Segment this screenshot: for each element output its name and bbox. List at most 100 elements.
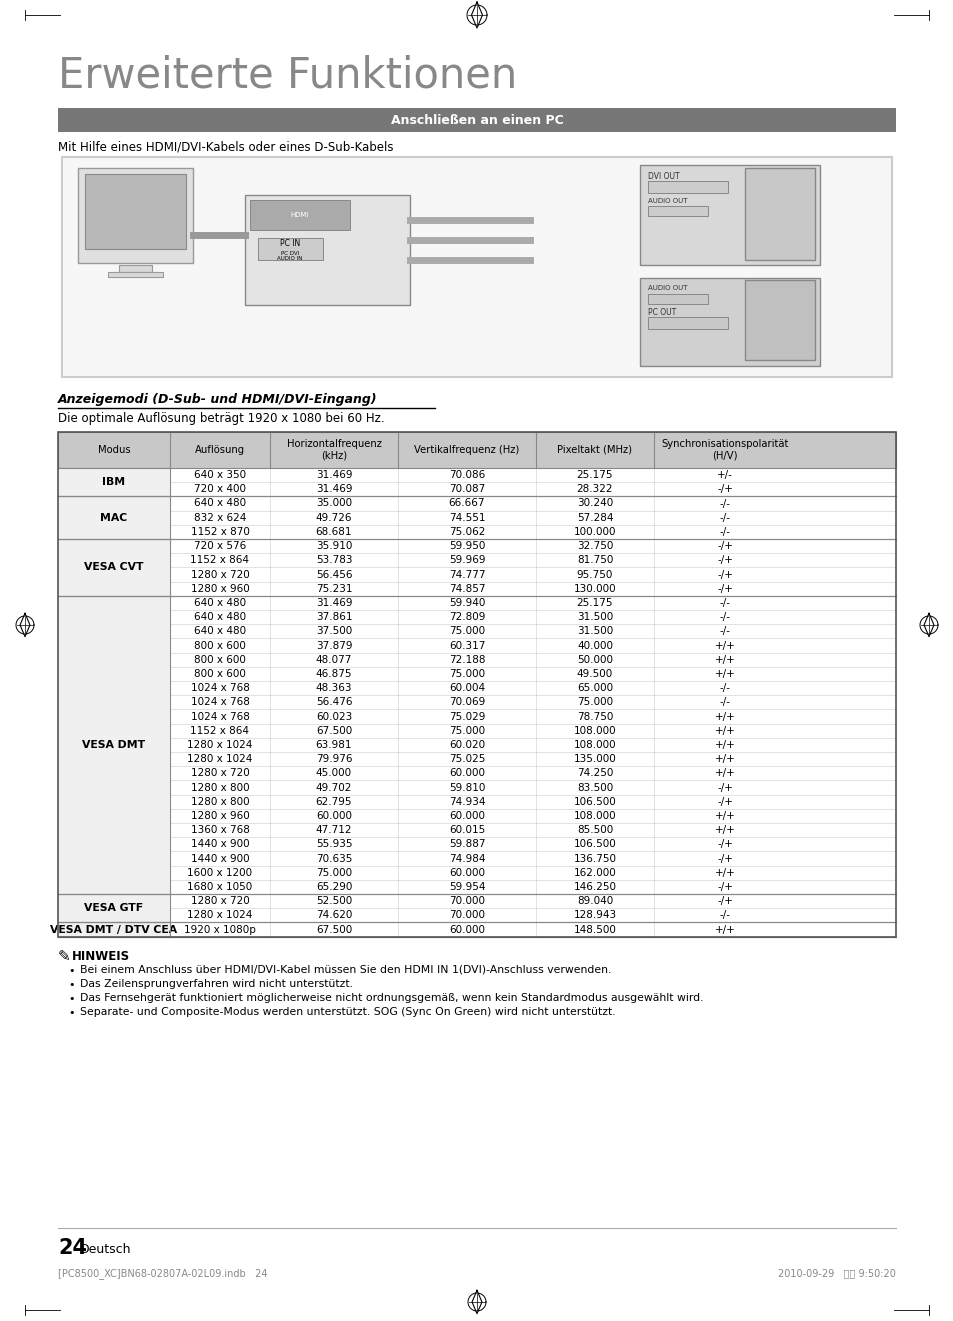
Text: 75.000: 75.000 bbox=[449, 668, 484, 679]
Text: PC IN: PC IN bbox=[279, 239, 300, 248]
Text: 60.020: 60.020 bbox=[449, 740, 484, 750]
Text: 85.500: 85.500 bbox=[577, 826, 613, 835]
Text: Bei einem Anschluss über HDMI/DVI-Kabel müssen Sie den HDMI IN 1(DVI)-Anschluss : Bei einem Anschluss über HDMI/DVI-Kabel … bbox=[80, 964, 611, 975]
Text: Anschließen an einen PC: Anschließen an einen PC bbox=[390, 114, 563, 127]
Text: 75.000: 75.000 bbox=[449, 725, 484, 736]
Text: 60.317: 60.317 bbox=[448, 641, 485, 650]
Text: 31.500: 31.500 bbox=[577, 612, 613, 622]
Text: 1280 x 1024: 1280 x 1024 bbox=[187, 754, 253, 764]
Text: -/-: -/- bbox=[719, 626, 730, 637]
Text: IBM: IBM bbox=[102, 477, 126, 487]
Text: 57.284: 57.284 bbox=[577, 513, 613, 523]
Text: 60.000: 60.000 bbox=[449, 769, 484, 778]
Text: 70.069: 70.069 bbox=[449, 697, 485, 707]
Text: -/+: -/+ bbox=[717, 569, 732, 580]
Text: Das Zeilensprungverfahren wird nicht unterstützt.: Das Zeilensprungverfahren wird nicht unt… bbox=[80, 979, 353, 988]
Text: 1152 x 864: 1152 x 864 bbox=[191, 725, 250, 736]
Text: 60.000: 60.000 bbox=[449, 811, 484, 820]
Text: 70.087: 70.087 bbox=[449, 485, 485, 494]
Text: 49.726: 49.726 bbox=[315, 513, 352, 523]
Bar bbox=[58, 695, 895, 709]
Bar bbox=[78, 168, 193, 263]
Text: 25.175: 25.175 bbox=[577, 470, 613, 480]
Text: Das Fernsehgerät funktioniert möglicherweise nicht ordnungsgemäß, wenn kein Stan: Das Fernsehgerät funktioniert möglicherw… bbox=[80, 992, 702, 1003]
Text: PC DVI
AUDIO IN: PC DVI AUDIO IN bbox=[277, 251, 302, 262]
Bar bbox=[58, 766, 895, 781]
Text: Erweiterte Funktionen: Erweiterte Funktionen bbox=[58, 55, 517, 96]
Text: 1440 x 900: 1440 x 900 bbox=[191, 839, 249, 849]
Bar bbox=[58, 638, 895, 653]
Text: 75.000: 75.000 bbox=[449, 626, 484, 637]
Text: AUDIO OUT: AUDIO OUT bbox=[647, 198, 687, 203]
Text: -/+: -/+ bbox=[717, 485, 732, 494]
Bar bbox=[639, 277, 820, 366]
Text: +/+: +/+ bbox=[714, 655, 735, 664]
Bar bbox=[58, 511, 895, 524]
Text: 31.469: 31.469 bbox=[315, 598, 352, 608]
Text: 60.023: 60.023 bbox=[315, 712, 352, 721]
Bar bbox=[58, 823, 895, 838]
Bar bbox=[58, 894, 170, 922]
Text: -/-: -/- bbox=[719, 513, 730, 523]
Bar bbox=[58, 553, 895, 568]
Text: 75.029: 75.029 bbox=[448, 712, 485, 721]
Bar bbox=[119, 266, 152, 272]
Text: 800 x 600: 800 x 600 bbox=[193, 655, 246, 664]
Bar bbox=[58, 610, 895, 625]
Bar bbox=[58, 497, 170, 539]
Text: 1280 x 720: 1280 x 720 bbox=[191, 896, 249, 906]
Bar bbox=[58, 808, 895, 823]
Text: 66.667: 66.667 bbox=[448, 498, 485, 509]
Bar bbox=[58, 596, 170, 894]
Text: 74.551: 74.551 bbox=[448, 513, 485, 523]
Text: 720 x 400: 720 x 400 bbox=[193, 485, 246, 494]
Text: 60.000: 60.000 bbox=[449, 868, 484, 877]
Text: 60.000: 60.000 bbox=[315, 811, 352, 820]
Text: -/+: -/+ bbox=[717, 584, 732, 593]
Text: -/-: -/- bbox=[719, 527, 730, 536]
Text: -/+: -/+ bbox=[717, 896, 732, 906]
Text: 31.500: 31.500 bbox=[577, 626, 613, 637]
Text: 45.000: 45.000 bbox=[315, 769, 352, 778]
Text: VESA DMT / DTV CEA: VESA DMT / DTV CEA bbox=[51, 925, 177, 934]
Text: 37.861: 37.861 bbox=[315, 612, 352, 622]
Text: +/+: +/+ bbox=[714, 925, 735, 934]
Text: 25.175: 25.175 bbox=[577, 598, 613, 608]
Text: 63.981: 63.981 bbox=[315, 740, 352, 750]
Text: -/-: -/- bbox=[719, 697, 730, 707]
Text: 70.000: 70.000 bbox=[449, 910, 484, 921]
Text: •: • bbox=[68, 993, 74, 1004]
Text: 1600 x 1200: 1600 x 1200 bbox=[187, 868, 253, 877]
Bar bbox=[58, 625, 895, 638]
Text: DVI OUT: DVI OUT bbox=[647, 172, 679, 181]
Text: -/+: -/+ bbox=[717, 839, 732, 849]
Text: 75.062: 75.062 bbox=[448, 527, 485, 536]
Text: 2010-09-29   오전 9:50:20: 2010-09-29 오전 9:50:20 bbox=[778, 1268, 895, 1277]
Text: +/+: +/+ bbox=[714, 641, 735, 650]
Text: 50.000: 50.000 bbox=[577, 655, 613, 664]
Bar bbox=[257, 238, 323, 260]
Text: 28.322: 28.322 bbox=[577, 485, 613, 494]
Text: 31.469: 31.469 bbox=[315, 485, 352, 494]
Bar bbox=[58, 752, 895, 766]
Bar bbox=[58, 568, 895, 581]
Text: Synchronisationspolarität
(H/V): Synchronisationspolarität (H/V) bbox=[660, 439, 788, 461]
Bar bbox=[58, 581, 895, 596]
Text: 1280 x 800: 1280 x 800 bbox=[191, 797, 249, 807]
Text: 24: 24 bbox=[58, 1238, 87, 1258]
Text: 74.620: 74.620 bbox=[315, 910, 352, 921]
Text: 1680 x 1050: 1680 x 1050 bbox=[187, 882, 253, 892]
Bar bbox=[58, 852, 895, 865]
Text: +/+: +/+ bbox=[714, 868, 735, 877]
Bar bbox=[58, 738, 895, 752]
Text: 162.000: 162.000 bbox=[573, 868, 616, 877]
Text: Auflösung: Auflösung bbox=[194, 445, 245, 454]
Text: 640 x 480: 640 x 480 bbox=[193, 612, 246, 622]
Text: 75.000: 75.000 bbox=[315, 868, 352, 877]
Bar bbox=[58, 468, 170, 497]
Text: AUDIO OUT: AUDIO OUT bbox=[647, 285, 687, 291]
Text: +/+: +/+ bbox=[714, 712, 735, 721]
Text: 48.077: 48.077 bbox=[315, 655, 352, 664]
Text: 30.240: 30.240 bbox=[577, 498, 613, 509]
Text: 53.783: 53.783 bbox=[315, 555, 352, 565]
